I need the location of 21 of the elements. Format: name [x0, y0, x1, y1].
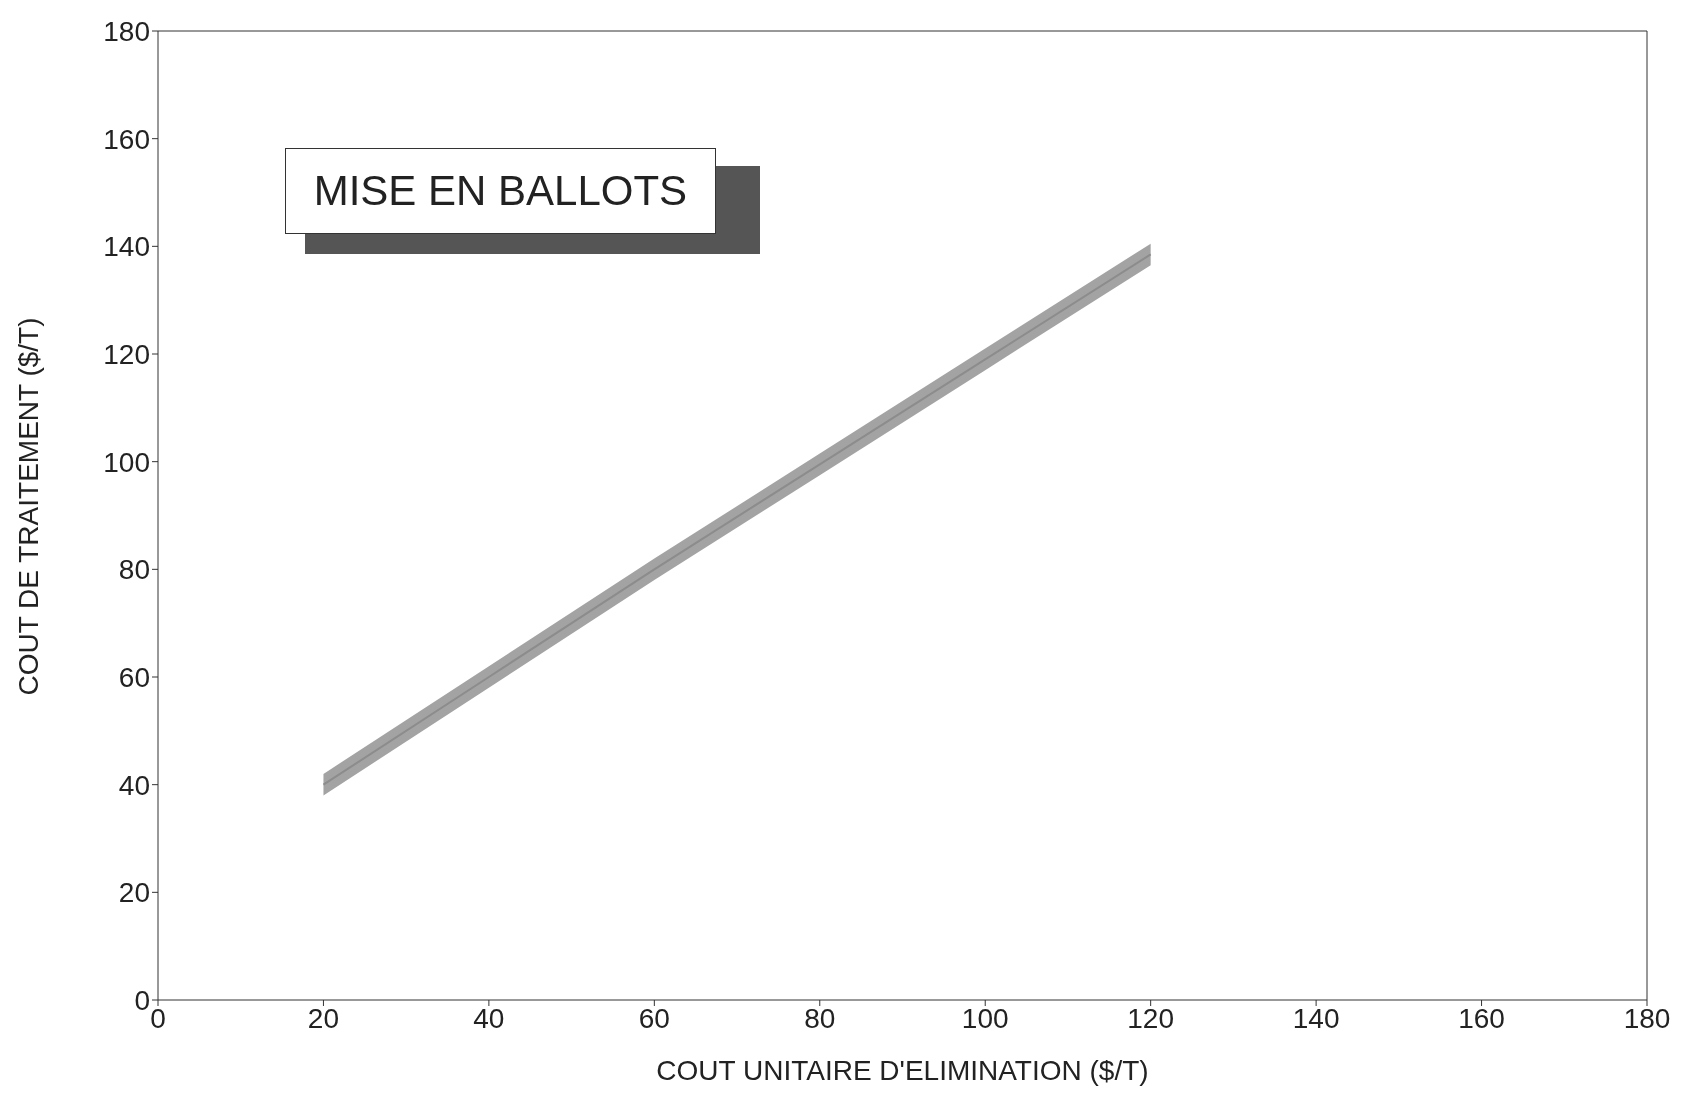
x-tick-label: 160	[1458, 1002, 1505, 1034]
x-tick-label: 120	[1127, 1002, 1175, 1034]
x-tick-label: 60	[638, 1002, 670, 1034]
y-tick-label: 180	[103, 15, 150, 47]
y-tick-label: 80	[118, 554, 150, 586]
x-tick-label: 20	[307, 1002, 340, 1034]
x-tick-label: 140	[1292, 1002, 1340, 1034]
y-tick-label: 140	[103, 231, 150, 263]
y-tick-label: 20	[118, 877, 150, 909]
x-tick-label: 180	[1623, 1002, 1671, 1034]
y-axis-title: COUT DE TRAITEMENT ($/T)	[12, 317, 44, 696]
x-tick-label: 40	[473, 1002, 505, 1034]
y-tick-label: 100	[103, 446, 150, 478]
y-tick-label: 40	[118, 769, 150, 801]
x-tick-label: 80	[804, 1002, 836, 1034]
y-tick-label: 60	[118, 661, 150, 693]
text: MISE EN BALLOTS	[284, 148, 717, 234]
y-tick-label: 120	[103, 338, 150, 370]
y-tick-label: 160	[103, 123, 150, 155]
x-tick-label: 100	[961, 1002, 1009, 1034]
x-axis-title: COUT UNITAIRE D'ELIMINATION ($/T)	[656, 1055, 1149, 1086]
